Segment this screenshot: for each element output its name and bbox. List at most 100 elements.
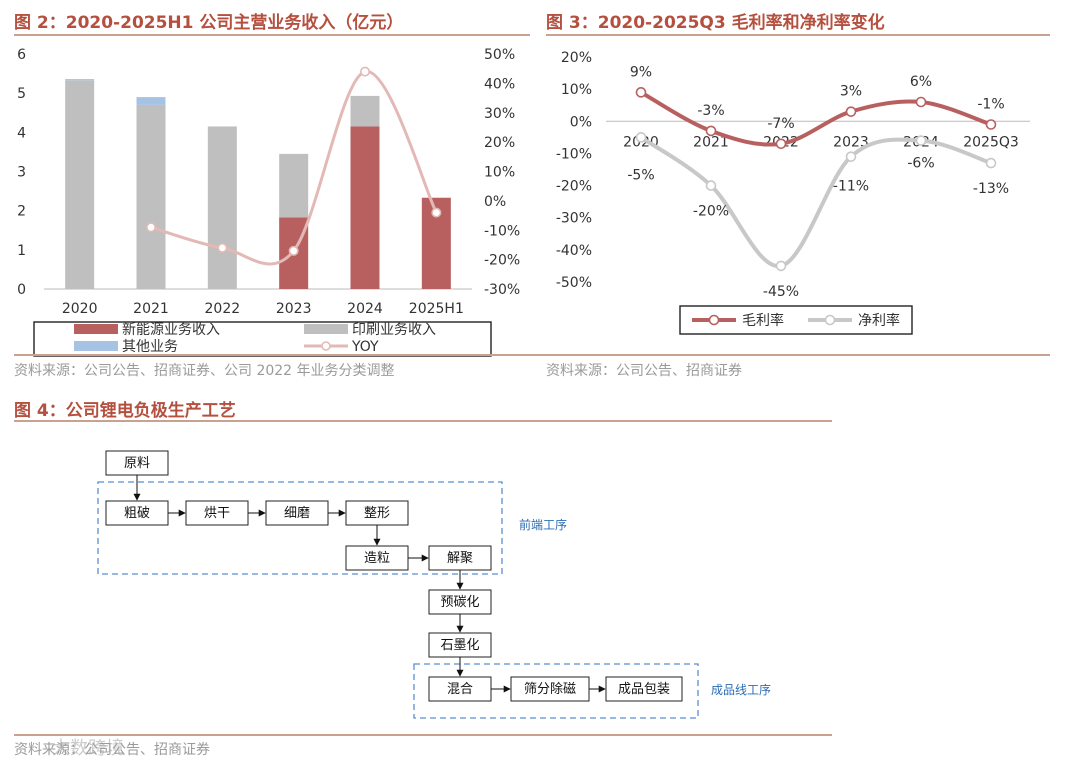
legend-swatch bbox=[74, 341, 118, 351]
process-box-11-label: 成品包装 bbox=[618, 682, 670, 697]
fig2-title-rule bbox=[14, 34, 530, 36]
legend-label: 新能源业务收入 bbox=[122, 322, 220, 338]
gross-margin-point bbox=[915, 96, 927, 108]
legend-label: 毛利率 bbox=[742, 312, 784, 329]
process-box-3-label: 细磨 bbox=[284, 506, 310, 521]
x-tick-label: 2025Q3 bbox=[963, 134, 1019, 150]
fig3-source: 资料来源：公司公告、招商证券 bbox=[546, 363, 742, 379]
stage-finish-frame bbox=[413, 663, 699, 719]
y-tick-label: 3 bbox=[17, 165, 26, 181]
gross-data-label: 9% bbox=[630, 64, 652, 80]
y2-tick-label: 10% bbox=[484, 165, 515, 181]
process-box-5: 造粒 bbox=[345, 545, 409, 571]
fig4-source: 资料来源：公司公告、招商证券 bbox=[14, 742, 210, 758]
y-tick-label: 5 bbox=[17, 86, 26, 102]
net-data-label: -6% bbox=[907, 156, 934, 172]
stage-front-frame bbox=[97, 481, 503, 575]
x-tick-label: 2020 bbox=[62, 301, 98, 317]
gross-data-label: 3% bbox=[840, 84, 862, 100]
net-data-label: -20% bbox=[693, 204, 729, 220]
process-box-5-label: 造粒 bbox=[364, 551, 390, 566]
legend-swatch-marker bbox=[824, 314, 836, 326]
process-box-raw: 原料 bbox=[105, 450, 169, 476]
y-tick-label: -20% bbox=[556, 179, 592, 195]
yoy-line bbox=[150, 70, 438, 266]
x-tick-label: 2021 bbox=[693, 134, 729, 150]
y-tick-label: 1 bbox=[17, 243, 26, 259]
y-tick-label: 2 bbox=[17, 204, 26, 220]
gross-margin-line bbox=[640, 90, 992, 147]
legend-swatch bbox=[74, 324, 118, 334]
y-tick-label: 0% bbox=[570, 114, 592, 130]
y2-tick-label: 40% bbox=[484, 76, 515, 92]
bar-segment bbox=[350, 126, 380, 289]
stage-finish-label: 成品线工序 bbox=[711, 682, 771, 697]
gross-margin-point bbox=[705, 125, 717, 137]
process-box-2: 烘干 bbox=[185, 500, 249, 526]
y-tick-label: 20% bbox=[561, 50, 592, 66]
y-tick-label: -10% bbox=[556, 146, 592, 162]
x-tick-label: 2022 bbox=[205, 301, 241, 317]
fig4-bottom-rule bbox=[14, 734, 832, 736]
yoy-point bbox=[146, 222, 157, 233]
legend-label: 净利率 bbox=[858, 312, 900, 329]
process-box-9: 混合 bbox=[428, 676, 492, 702]
y-tick-label: 0 bbox=[17, 282, 26, 298]
y2-tick-label: -20% bbox=[484, 253, 520, 269]
fig2-source: 资料来源：公司公告、招商证券、公司 2022 年业务分类调整 bbox=[14, 363, 395, 379]
y-tick-label: 4 bbox=[17, 125, 26, 141]
bar-segment bbox=[350, 95, 380, 127]
x-tick-label: 2023 bbox=[833, 134, 869, 150]
process-box-8-label: 石墨化 bbox=[440, 638, 479, 653]
gross-data-label: -1% bbox=[977, 97, 1004, 113]
process-box-10-label: 筛分除磁 bbox=[524, 682, 576, 697]
fig2-title: 图 2：2020-2025H1 公司主营业务收入（亿元） bbox=[14, 13, 404, 33]
legend-frame bbox=[679, 305, 913, 335]
bar-segment bbox=[136, 97, 166, 105]
net-data-label: -5% bbox=[627, 167, 654, 183]
net-margin-point bbox=[845, 151, 857, 162]
net-margin-point bbox=[775, 260, 787, 272]
process-box-7: 预碳化 bbox=[428, 589, 492, 615]
y-tick-label: 6 bbox=[17, 47, 26, 63]
bar-segment bbox=[65, 80, 95, 289]
net-margin-point bbox=[635, 132, 647, 143]
y2-tick-label: 30% bbox=[484, 106, 515, 122]
bar-segment bbox=[279, 153, 309, 218]
stage-front-label: 前端工序 bbox=[519, 517, 567, 532]
y2-tick-label: 50% bbox=[484, 47, 515, 63]
process-box-11: 成品包装 bbox=[605, 676, 683, 702]
y2-tick-label: 20% bbox=[484, 135, 515, 151]
legend-label: 其他业务 bbox=[122, 339, 178, 355]
process-box-4-label: 整形 bbox=[364, 506, 390, 521]
gross-margin-point bbox=[635, 87, 647, 98]
legend-label: YOY bbox=[351, 339, 379, 355]
process-box-3: 细磨 bbox=[265, 500, 329, 526]
fig4-title: 图 4：公司锂电负极生产工艺 bbox=[14, 401, 236, 421]
watermark: 大数跨境 bbox=[52, 738, 124, 759]
process-box-6-label: 解聚 bbox=[447, 551, 473, 566]
y-tick-label: -30% bbox=[556, 211, 592, 227]
yoy-point bbox=[431, 207, 442, 218]
gross-margin-point bbox=[845, 106, 857, 117]
process-box-10: 筛分除磁 bbox=[510, 676, 590, 702]
process-box-6: 解聚 bbox=[428, 545, 492, 571]
process-box-1: 粗破 bbox=[105, 500, 169, 526]
y-tick-label: -50% bbox=[556, 275, 592, 291]
bar-segment bbox=[136, 104, 166, 290]
y-tick-label: 10% bbox=[561, 82, 592, 98]
y2-tick-label: -10% bbox=[484, 223, 520, 239]
y2-tick-label: -30% bbox=[484, 282, 520, 298]
process-box-1-label: 粗破 bbox=[124, 506, 150, 521]
net-data-label: -45% bbox=[763, 284, 799, 300]
fig3-title: 图 3：2020-2025Q3 毛利率和净利率变化 bbox=[546, 13, 885, 33]
gross-data-label: -3% bbox=[697, 103, 724, 119]
net-margin-point bbox=[915, 135, 927, 146]
process-box-9-label: 混合 bbox=[447, 682, 473, 697]
process-box-4: 整形 bbox=[345, 500, 409, 526]
net-data-label: -13% bbox=[973, 181, 1009, 197]
yoy-point bbox=[359, 66, 370, 77]
legend-swatch-marker bbox=[321, 341, 331, 351]
bar-segment bbox=[207, 126, 237, 289]
bar-segment bbox=[65, 79, 95, 81]
